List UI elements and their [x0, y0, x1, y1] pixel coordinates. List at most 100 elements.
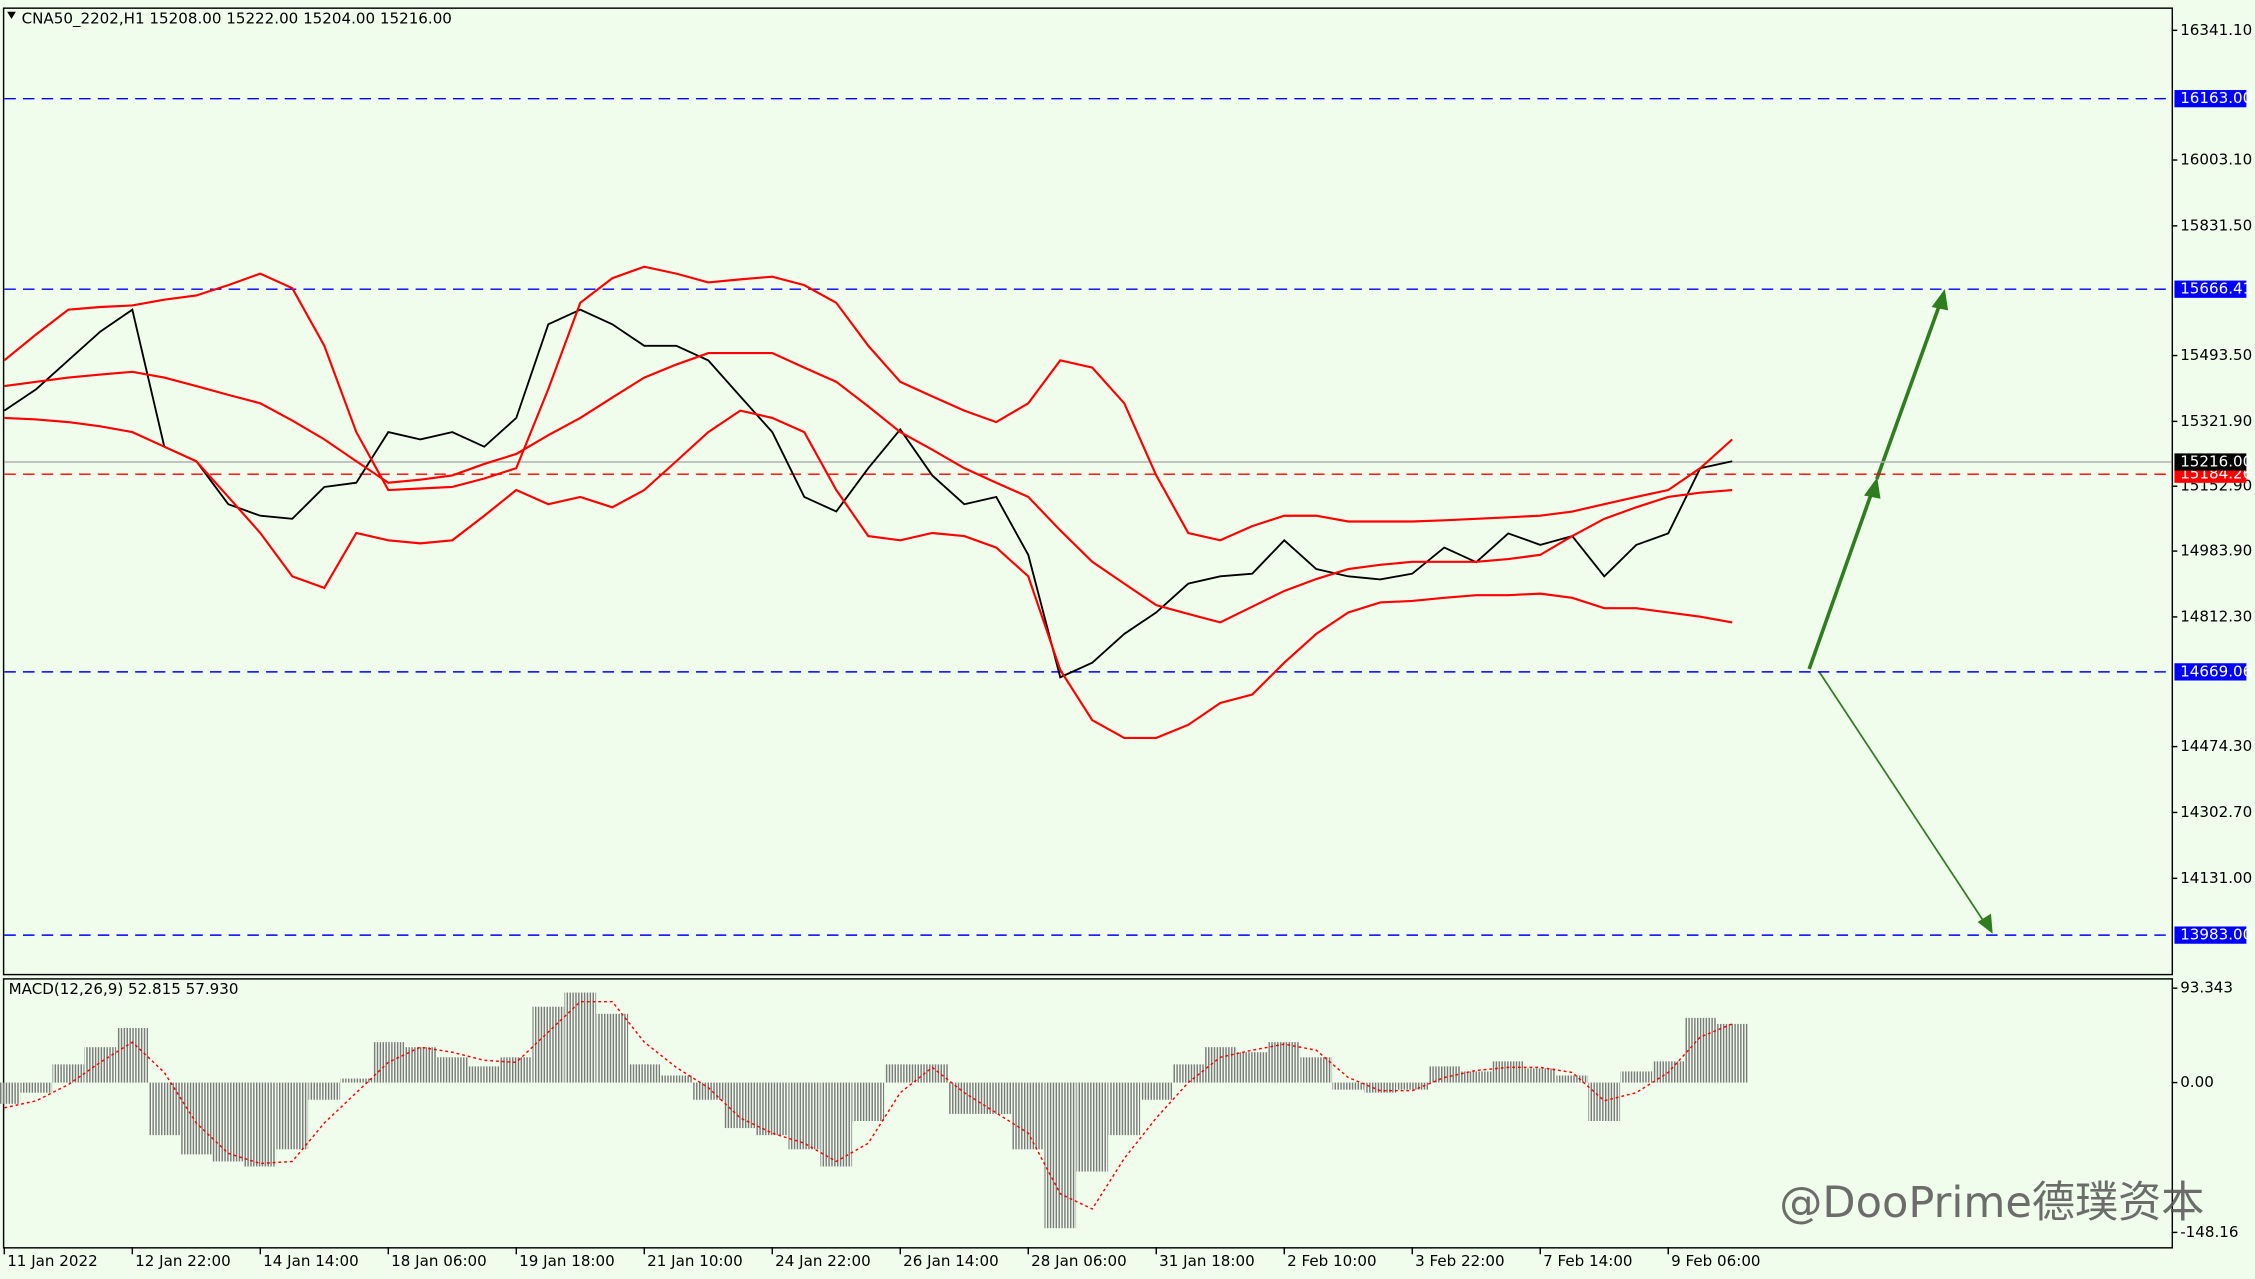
- macd-bar: [1236, 1052, 1269, 1083]
- x-tick-label: 26 Jan 14:00: [903, 1252, 999, 1270]
- x-tick-label: 31 Jan 18:00: [1159, 1252, 1255, 1270]
- macd-bar: [276, 1082, 309, 1150]
- x-tick-label: 21 Jan 10:00: [647, 1252, 743, 1270]
- macd-bar: [1588, 1082, 1621, 1122]
- price-frame: [2, 7, 2174, 976]
- macd-bar: [948, 1082, 981, 1114]
- macd-bar: [340, 1078, 373, 1083]
- arrow-up-2: [1875, 298, 1944, 480]
- macd-bar: [1524, 1068, 1557, 1083]
- level-label-box: [2174, 453, 2247, 471]
- macd-bar: [1460, 1071, 1493, 1083]
- macd-bar: [532, 1006, 565, 1083]
- macd-bar: [628, 1064, 661, 1083]
- price-line: [3, 308, 1733, 679]
- macd-bar: [20, 1082, 53, 1093]
- macd-bar: [212, 1082, 245, 1162]
- x-tick-label: 7 Feb 14:00: [1543, 1252, 1632, 1270]
- y-tick-label: 15493.50: [2180, 346, 2252, 364]
- macd-bar: [980, 1082, 1013, 1114]
- macd-frame: [2, 978, 2174, 1249]
- macd-bar: [0, 1082, 21, 1104]
- macd-bar: [468, 1066, 501, 1083]
- macd-bar: [1140, 1082, 1173, 1100]
- macd-bar: [1556, 1075, 1589, 1083]
- x-tick-label: 28 Jan 06:00: [1031, 1252, 1127, 1270]
- macd-bar: [724, 1082, 757, 1129]
- macd-bar: [116, 1027, 149, 1083]
- x-tick-label: 18 Jan 06:00: [391, 1252, 487, 1270]
- band-line: [4, 409, 1733, 739]
- y-tick-label: 14131.00: [2180, 869, 2252, 887]
- macd-bar: [884, 1064, 917, 1083]
- arrow-head: [1864, 477, 1881, 499]
- menu-icon[interactable]: [7, 11, 16, 19]
- macd-bar: [1108, 1082, 1141, 1136]
- macd-bar: [1396, 1082, 1429, 1090]
- macd-bar: [564, 992, 597, 1083]
- macd-bar: [596, 1013, 629, 1083]
- band-line: [3, 265, 1733, 542]
- macd-bar: [820, 1082, 853, 1167]
- level-label-box: [2174, 663, 2247, 681]
- y-tick-label: 16003.10: [2180, 151, 2252, 169]
- macd-bar: [1492, 1061, 1525, 1083]
- level-label: 14669.06: [2180, 662, 2252, 680]
- x-tick-label: 24 Jan 22:00: [775, 1252, 871, 1270]
- y-tick-label: 16341.10: [2180, 21, 2252, 39]
- macd-bar: [1076, 1082, 1109, 1172]
- macd-bar: [1620, 1071, 1653, 1083]
- band-line: [4, 351, 1733, 624]
- macd-bar: [436, 1057, 469, 1083]
- arrow-head: [1977, 913, 1993, 934]
- macd-bar: [916, 1064, 949, 1083]
- x-tick-label: 12 Jan 22:00: [135, 1252, 231, 1270]
- x-tick-label: 19 Jan 18:00: [519, 1252, 615, 1270]
- macd-bar: [84, 1047, 117, 1083]
- level-label: 16163.00: [2180, 89, 2252, 107]
- level-label-box: [2174, 280, 2247, 298]
- macd-bar: [1332, 1082, 1365, 1090]
- macd-bar: [148, 1082, 181, 1136]
- level-label-box: [2174, 926, 2247, 944]
- macd-bar: [52, 1064, 85, 1083]
- macd-bar: [1268, 1042, 1301, 1083]
- macd-bar: [660, 1075, 693, 1083]
- macd-bar: [692, 1082, 725, 1100]
- macd-bar: [404, 1047, 437, 1083]
- x-tick-label: 9 Feb 06:00: [1671, 1252, 1760, 1270]
- macd-bar: [244, 1082, 277, 1167]
- macd-bar: [788, 1082, 821, 1150]
- trend-arrows: [1807, 288, 1993, 934]
- y-tick-label: 14302.70: [2180, 803, 2252, 821]
- y-tick-label: 15321.90: [2180, 412, 2252, 430]
- arrow-down: [1818, 671, 1987, 926]
- arrow-head: [1931, 288, 1949, 311]
- level-label: 15666.41: [2180, 280, 2252, 298]
- macd-bar: [756, 1082, 789, 1136]
- macd-bar: [1684, 1017, 1717, 1083]
- y-tick-label: -148.16: [2180, 1223, 2238, 1241]
- macd-bar: [1044, 1082, 1077, 1229]
- chart-title: CNA50_2202,H1 15208.00 15222.00 15204.00…: [22, 9, 452, 28]
- macd-bar: [308, 1082, 341, 1100]
- macd-bar: [1428, 1066, 1461, 1083]
- macd-bar: [852, 1082, 885, 1122]
- y-tick-label: 14812.30: [2180, 607, 2252, 625]
- y-tick-label: 0.00: [2180, 1073, 2214, 1091]
- x-tick-label: 2 Feb 10:00: [1287, 1252, 1376, 1270]
- macd-bar: [500, 1057, 533, 1083]
- signal-line: [4, 1000, 1733, 1210]
- macd-bar: [1364, 1082, 1397, 1093]
- y-tick-label: 14983.90: [2180, 542, 2252, 560]
- x-tick-label: 14 Jan 14:00: [263, 1252, 359, 1270]
- arrow-up-1: [1807, 485, 1876, 670]
- macd-bar: [180, 1082, 213, 1155]
- watermark: @DooPrime德璞资本: [1779, 1178, 2204, 1228]
- level-label: 13983.00: [2180, 926, 2252, 944]
- y-tick-label: 14474.30: [2180, 737, 2252, 755]
- y-tick-label: 15831.50: [2180, 216, 2252, 234]
- level-label: 15216.00: [2180, 453, 2252, 471]
